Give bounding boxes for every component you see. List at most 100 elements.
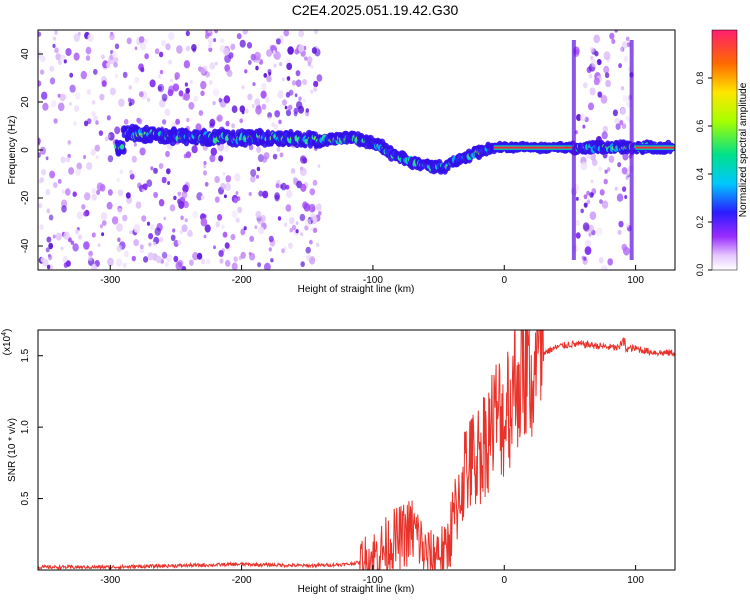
spectrogram-cell (63, 59, 67, 64)
spectrogram-cell (263, 73, 268, 78)
spectrogram-cell (184, 82, 188, 87)
spectrogram-cell (625, 222, 630, 228)
spectrogram-cell (316, 242, 320, 248)
spectrogram-cell (114, 126, 121, 135)
spectrogram-cell (153, 241, 157, 246)
spectrogram-cell (621, 123, 627, 129)
spectrogram-cell (298, 30, 305, 38)
spectrogram-cell (582, 222, 590, 231)
spectrogram-cell (84, 192, 91, 201)
snr-y-label: SNR (10 * v/v) (7, 418, 18, 482)
spectrogram-cell (111, 51, 117, 59)
spectrogram-cell (235, 217, 240, 223)
spectrogram-cell (60, 54, 65, 61)
spectrogram-cell (291, 80, 297, 86)
spectrogram-cell (39, 177, 45, 183)
snr-panel: -300 -200 -100 0 100 0.5 1.0 1.5 (x104) Height… (1, 329, 676, 595)
spectrogram-cell (261, 103, 267, 110)
spectrogram-cell (302, 79, 307, 86)
spectrogram-cell (182, 94, 187, 101)
spectrogram-cell (73, 105, 80, 112)
spectrogram-cell (306, 254, 312, 262)
spectrogram-cell (91, 263, 97, 270)
spectrogram-cell (141, 215, 147, 222)
spectrogram-cell (97, 243, 101, 248)
spectrogram-cell (69, 72, 74, 78)
spectrogram-cell (38, 80, 42, 87)
spectrogram-cell (75, 228, 80, 235)
spectrogram-cell (108, 132, 115, 141)
spectrogram-cell (158, 163, 164, 169)
spectrogram-cell (161, 40, 166, 47)
spectrogram-cell (173, 255, 179, 263)
spectrogram-cell (589, 192, 594, 198)
spectrogram-cell (250, 169, 257, 177)
spectrogram-cell (129, 230, 133, 235)
spectrogram-cell (588, 73, 593, 79)
snr-y-tick-label: 1.5 (20, 348, 31, 362)
spectrogram-cell (593, 77, 600, 86)
spectrogram-cell (218, 250, 224, 257)
spectrogram-cell (179, 229, 184, 235)
spectrogram-cell (114, 57, 119, 63)
spectrogram-cell (49, 77, 56, 85)
spectrogram-cell (258, 190, 264, 197)
spectrogram-cell (207, 30, 212, 34)
spectrogram-cell (626, 42, 631, 48)
spectrogram-cell (83, 241, 90, 250)
spectrogram-cell (255, 174, 260, 179)
spectrogram-cell (148, 242, 152, 247)
spectrogram-cell (302, 157, 308, 164)
spectrogram-cell (203, 164, 207, 169)
spectrogram-cell (63, 231, 70, 240)
spectrogram-cell (316, 203, 322, 211)
spectrogram-cell (85, 46, 92, 55)
spectrogram-x-tick-label: -300 (100, 275, 120, 286)
spectrogram-cell (128, 169, 133, 175)
spectrogram-cell (603, 65, 610, 74)
spectrogram-cell (209, 118, 216, 127)
spectrogram-cell (316, 74, 323, 82)
spectrogram-cell (583, 194, 588, 200)
spectrogram-cell (258, 226, 265, 235)
spectrogram-cell (601, 131, 608, 140)
spectrogram-cell (72, 191, 77, 197)
spectrogram-cell (153, 191, 159, 199)
spectrogram-cell (260, 215, 266, 222)
spectrogram-cell (241, 85, 245, 90)
spectrogram-cell (181, 224, 188, 233)
spectrogram-cell (295, 70, 301, 77)
spectrogram-cell (52, 43, 56, 49)
spectrogram-cell (102, 220, 107, 227)
spectrogram-cell (584, 239, 591, 248)
spectrogram-cell (146, 221, 151, 226)
spectrogram-cell (128, 102, 132, 107)
spectrogram-cell (295, 229, 299, 234)
spectrogram-cell (611, 38, 616, 45)
spectrogram-cell (95, 120, 99, 125)
spectrogram-cell (53, 182, 58, 188)
spectrogram-cell (598, 257, 604, 264)
spectrogram-cell (192, 210, 199, 219)
spectrogram-cell (168, 31, 175, 41)
spectrogram-cell (138, 36, 145, 44)
spectrogram-cell (298, 96, 302, 101)
snr-x-label: Height of straight line (km) (298, 584, 415, 595)
spectrogram-cell (107, 155, 114, 163)
spectrogram-cell (584, 246, 592, 256)
spectrogram-cell (175, 118, 181, 125)
spectrogram-cell (164, 108, 171, 117)
spectrogram-cell (61, 205, 67, 213)
spectrogram-y-label: Frequency (Hz) (7, 116, 18, 185)
spectrogram-cell (138, 91, 144, 98)
spectrogram-cell (230, 43, 236, 51)
spectrogram-cell (38, 152, 41, 158)
spectrogram-cell (608, 155, 615, 163)
spectrogram-cell (101, 232, 105, 237)
spectrogram-cell (172, 228, 176, 233)
spectrogram-cell (177, 239, 182, 246)
spectrogram-cell (163, 216, 167, 221)
spectrogram-cell (248, 251, 252, 256)
spectrogram-cell (170, 234, 176, 241)
